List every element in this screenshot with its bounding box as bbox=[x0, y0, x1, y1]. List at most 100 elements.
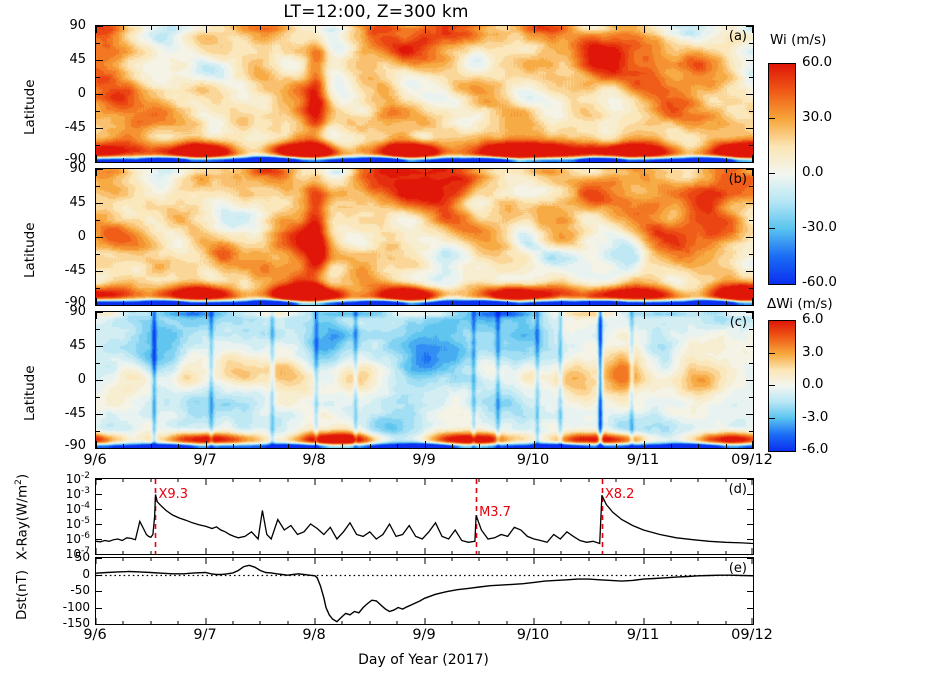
tick-mark bbox=[96, 312, 97, 319]
panel-b-tag: (b) bbox=[728, 172, 747, 187]
tick-mark bbox=[288, 158, 289, 162]
tick-mark bbox=[260, 169, 261, 173]
tick-mark bbox=[315, 298, 316, 305]
tick-mark bbox=[425, 312, 426, 319]
panel-e-ytick-label: 0 bbox=[82, 566, 90, 581]
tick-mark bbox=[233, 444, 234, 448]
tick-mark bbox=[260, 301, 261, 305]
colorbar-tick-label: 6.0 bbox=[802, 311, 824, 327]
tick-mark bbox=[644, 298, 645, 305]
tick-mark bbox=[370, 158, 371, 162]
panel-e-ytick-label: -50 bbox=[70, 583, 90, 597]
panel-b-ytick-45: 45 bbox=[69, 195, 86, 210]
tick-mark bbox=[96, 145, 100, 146]
colorbar-1 bbox=[768, 63, 796, 285]
tick-mark bbox=[746, 94, 753, 95]
panel-a-canvas-wrap bbox=[96, 26, 753, 162]
tick-mark bbox=[698, 26, 699, 30]
panel-a-ytick-m90: -90 bbox=[64, 152, 86, 167]
tick-mark bbox=[726, 444, 727, 448]
panel-d-ytick-label: 10-5 bbox=[65, 516, 90, 531]
xaxis-tick-label: 9/7 bbox=[193, 627, 217, 643]
colorbar-tick-mark bbox=[769, 385, 775, 386]
tick-mark bbox=[749, 329, 753, 330]
xaxis-tick-label: 9/9 bbox=[412, 627, 436, 643]
tick-mark bbox=[96, 305, 103, 306]
flare-label: X8.2 bbox=[604, 487, 635, 502]
panel-d-ytick-label: 10-3 bbox=[65, 486, 90, 501]
tick-mark bbox=[507, 444, 508, 448]
tick-mark bbox=[96, 220, 100, 221]
tick-mark bbox=[749, 77, 753, 78]
tick-mark bbox=[425, 26, 426, 33]
tick-mark bbox=[698, 169, 699, 173]
tick-mark bbox=[749, 43, 753, 44]
panel-e-ytick-label: 50 bbox=[74, 550, 90, 564]
tick-mark bbox=[746, 448, 753, 449]
tick-mark bbox=[178, 312, 179, 316]
tick-mark bbox=[752, 441, 753, 448]
panel-c-ytick-m45: -45 bbox=[64, 406, 86, 421]
panel-c-ytick-0: 0 bbox=[77, 372, 86, 387]
tick-mark bbox=[671, 301, 672, 305]
panel-c-ytick-m90: -90 bbox=[64, 438, 86, 453]
tick-mark bbox=[96, 441, 97, 448]
colorbar-tick-label: -3.0 bbox=[802, 408, 829, 425]
tick-mark bbox=[96, 346, 103, 347]
panel-c-canvas-wrap bbox=[96, 312, 753, 448]
tick-mark bbox=[370, 312, 371, 316]
colorbar-tick-label: 30.0 bbox=[802, 109, 833, 125]
tick-mark bbox=[288, 312, 289, 316]
tick-mark bbox=[96, 60, 103, 61]
tick-mark bbox=[342, 169, 343, 173]
tick-mark bbox=[749, 186, 753, 187]
tick-mark bbox=[746, 203, 753, 204]
tick-mark bbox=[479, 444, 480, 448]
tick-mark bbox=[644, 26, 645, 33]
panel-b-ytick-m45: -45 bbox=[64, 263, 86, 278]
tick-mark bbox=[534, 26, 535, 33]
panel-e-plot bbox=[96, 558, 753, 624]
tick-mark bbox=[315, 26, 316, 33]
panel-d-ytick-label: 10-6 bbox=[65, 531, 90, 546]
tick-mark bbox=[96, 329, 100, 330]
tick-mark bbox=[260, 158, 261, 162]
tick-mark bbox=[698, 312, 699, 316]
tick-mark bbox=[288, 301, 289, 305]
tick-mark bbox=[96, 186, 100, 187]
tick-mark bbox=[206, 441, 207, 448]
tick-mark bbox=[561, 301, 562, 305]
tick-mark bbox=[452, 169, 453, 173]
tick-mark bbox=[397, 158, 398, 162]
tick-mark bbox=[260, 312, 261, 316]
tick-mark bbox=[726, 169, 727, 173]
tick-mark bbox=[644, 441, 645, 448]
panel-d-ytick-label: 10-7 bbox=[65, 546, 90, 561]
tick-mark bbox=[151, 312, 152, 316]
tick-mark bbox=[726, 312, 727, 316]
tick-mark bbox=[589, 169, 590, 173]
panel-a-field bbox=[96, 26, 753, 162]
tick-mark bbox=[746, 128, 753, 129]
panel-b-canvas-wrap bbox=[96, 169, 753, 305]
tick-mark bbox=[96, 111, 100, 112]
panel-a-ytick-90: 90 bbox=[69, 18, 86, 33]
tick-mark bbox=[749, 363, 753, 364]
tick-mark bbox=[96, 26, 103, 27]
tick-mark bbox=[123, 158, 124, 162]
tick-mark bbox=[425, 298, 426, 305]
tick-mark bbox=[616, 169, 617, 173]
panel-e-dst: (e) bbox=[95, 557, 754, 625]
tick-mark bbox=[746, 60, 753, 61]
colorbar-tick-label: -30.0 bbox=[802, 219, 837, 235]
tick-mark bbox=[644, 169, 645, 176]
panel-c-heatmap: (c) bbox=[95, 311, 754, 449]
tick-mark bbox=[96, 271, 103, 272]
panel-e-tag: (e) bbox=[728, 561, 747, 576]
tick-mark bbox=[746, 162, 753, 163]
tick-mark bbox=[206, 298, 207, 305]
panel-b-ytick-90: 90 bbox=[69, 161, 86, 176]
xaxis-tick-label: 9/11 bbox=[626, 627, 660, 643]
colorbar-tick-label: -6.0 bbox=[802, 441, 829, 457]
tick-mark bbox=[206, 312, 207, 319]
